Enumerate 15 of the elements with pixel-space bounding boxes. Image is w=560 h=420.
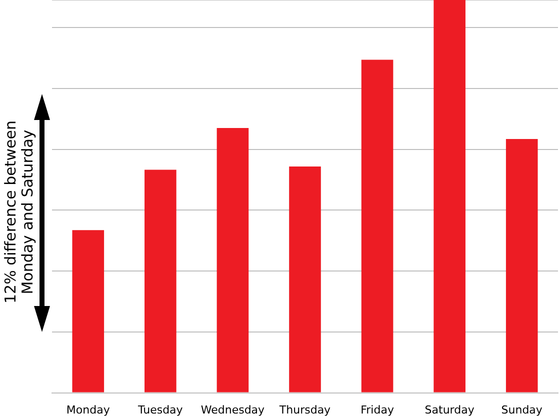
bar: [144, 170, 176, 392]
text: 12% difference between Monday and Saturday: [1, 120, 36, 304]
bar: [216, 128, 249, 392]
x-tick-label: Monday: [66, 403, 110, 416]
x-tick-label: Sunday: [501, 403, 543, 416]
bar: [72, 230, 104, 392]
x-tick-label: Friday: [360, 403, 394, 416]
x-tick-label: Saturday: [424, 403, 475, 416]
bar: [289, 166, 321, 392]
bar: [506, 139, 538, 392]
x-tick-label: Thursday: [278, 403, 332, 416]
x-tick-label: Tuesday: [137, 403, 184, 416]
x-tick-label: Wednesday: [200, 403, 266, 416]
bar: [434, 0, 466, 392]
bar: [361, 60, 394, 392]
